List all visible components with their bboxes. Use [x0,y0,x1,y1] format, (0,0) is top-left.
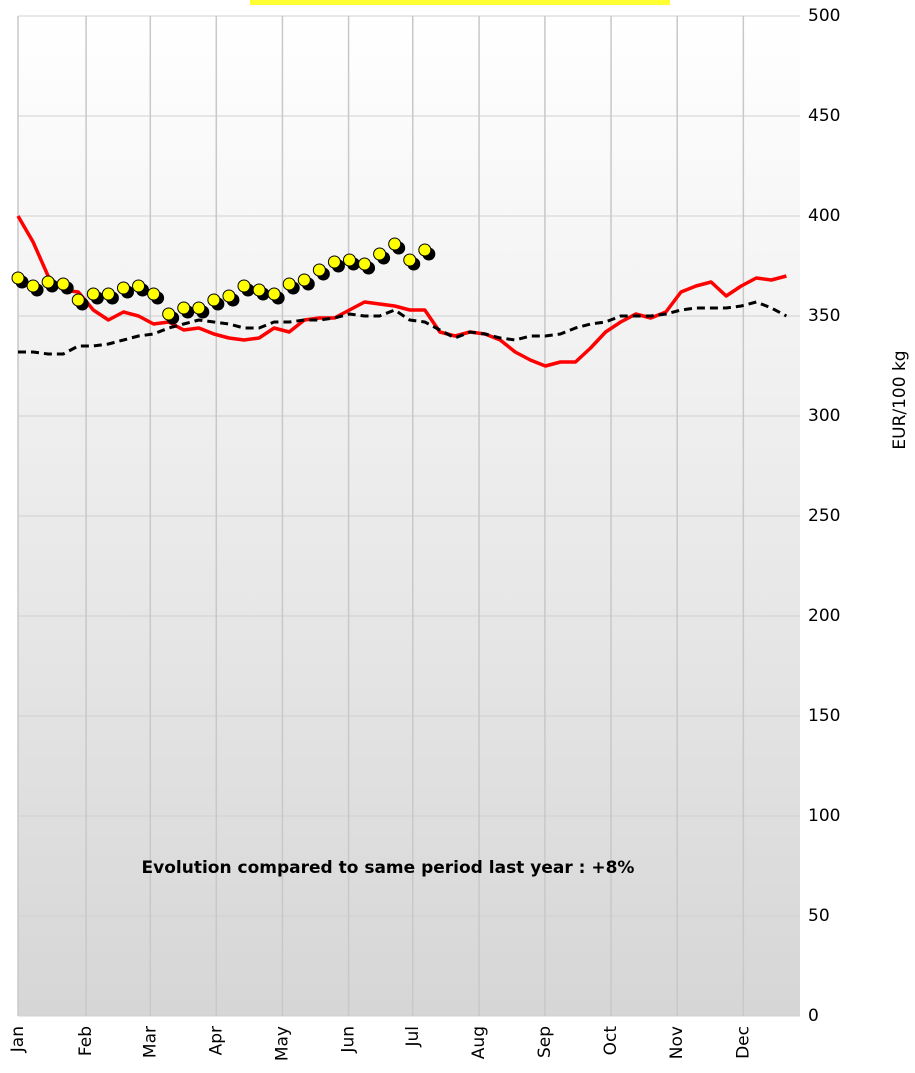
marker [177,301,191,315]
x-tick-label: Jul [403,1026,423,1048]
marker [207,293,221,307]
marker [147,287,161,301]
y-axis-title: EUR/100 kg [890,350,910,449]
marker [327,255,341,269]
y-tick-label: 500 [808,6,840,26]
marker [388,237,402,251]
marker [252,283,266,297]
y-tick-label: 0 [808,1006,819,1026]
marker [162,307,176,321]
marker [116,281,130,295]
x-tick-label: Feb [76,1026,96,1056]
y-tick-label: 200 [808,606,840,626]
y-tick-label: 250 [808,506,840,526]
marker [418,243,432,257]
series-line [16,215,787,368]
marker [11,271,25,285]
x-tick-label: Nov [667,1026,687,1059]
x-tick-label: Apr [206,1026,226,1055]
marker [237,279,251,293]
x-tick-label: Oct [601,1026,621,1056]
annotation: Evolution compared to same period last y… [142,858,635,878]
marker [132,279,146,293]
marker [101,287,115,301]
x-tick-label: Mar [140,1026,160,1058]
x-tick-label: Aug [469,1026,489,1059]
y-tick-label: 50 [808,906,830,926]
x-tick-label: Jun [339,1026,359,1054]
marker [41,275,55,289]
x-tick-label: Dec [733,1026,753,1059]
y-tick-label: 450 [808,106,840,126]
marker [267,287,281,301]
marker [297,273,311,287]
title-banner [250,0,670,5]
marker [222,289,236,303]
y-tick-label: 400 [808,206,840,226]
marker [373,247,387,261]
marker [71,293,85,307]
marker [403,253,417,267]
y-tick-label: 100 [808,806,840,826]
marker [342,253,356,267]
x-tick-label: Jan [8,1026,28,1053]
x-tick-label: Sep [535,1026,555,1058]
series-line [18,300,788,356]
marker [86,287,100,301]
marker [56,277,70,291]
x-tick-label: May [272,1026,292,1061]
y-tick-label: 350 [808,306,840,326]
marker [312,263,326,277]
y-tick-label: 150 [808,706,840,726]
marker [358,257,372,271]
marker [282,277,296,291]
marker [192,301,206,315]
y-tick-label: 300 [808,406,840,426]
marker [26,279,40,293]
